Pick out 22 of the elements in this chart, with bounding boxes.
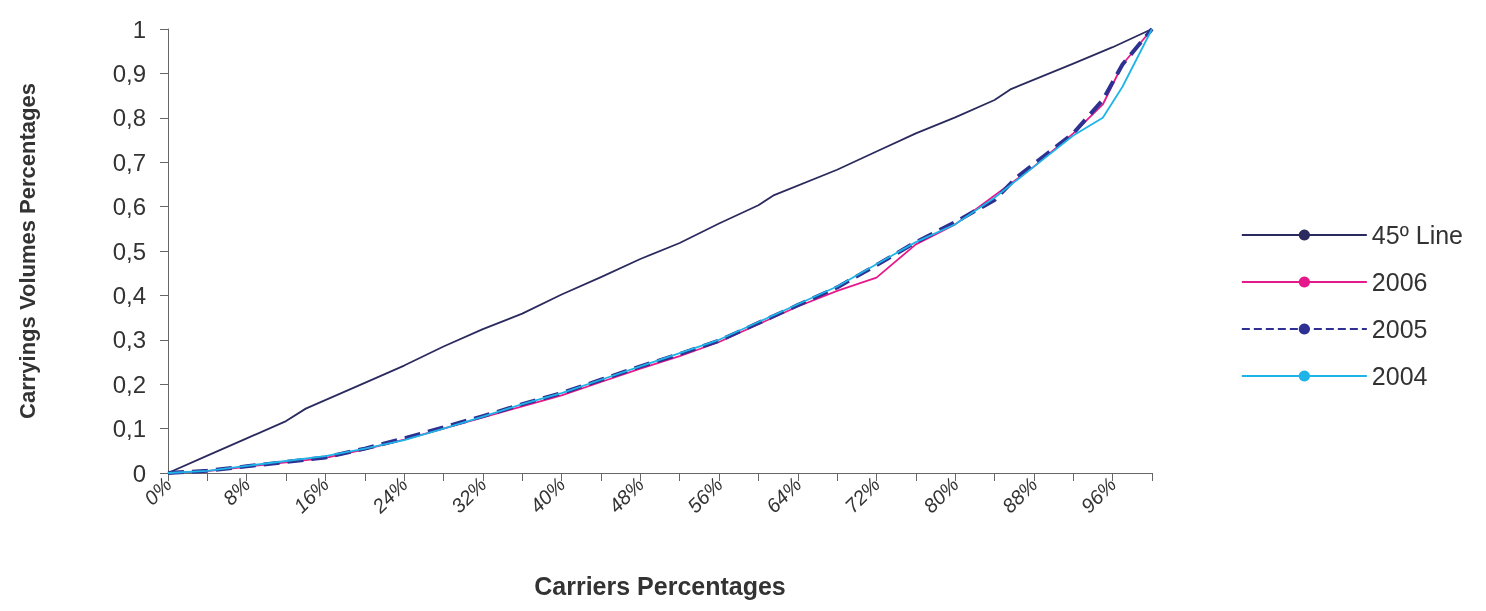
y-tick-label: 0,3: [112, 326, 146, 354]
x-tick-label: 64%: [761, 473, 806, 518]
x-tick-label: 48%: [604, 473, 649, 518]
y-tick-label: 0,7: [112, 148, 146, 176]
y-tick-label: 1: [132, 15, 146, 43]
y-tick-label: 0,5: [112, 237, 146, 265]
y-tick-label: 0: [132, 459, 146, 487]
y-tick-label: 0,9: [112, 59, 146, 87]
legend-label: 2005: [1371, 315, 1428, 343]
y-tick-label: 0,2: [112, 370, 146, 398]
x-tick-label: 8%: [218, 473, 255, 510]
legend-label: 45º Line: [1371, 221, 1464, 249]
y-tick-label: 0,8: [112, 104, 146, 132]
x-tick-label: 40%: [525, 473, 570, 518]
legend-label: 2006: [1371, 268, 1428, 296]
y-tick-label: 0,1: [112, 415, 146, 443]
y-tick-label: 0,4: [112, 281, 146, 309]
x-axis-title: Carriers Percentages: [534, 571, 786, 600]
y-tick-label: 0,6: [112, 193, 146, 221]
legend-label: 2004: [1371, 362, 1428, 390]
x-tick-label: 72%: [840, 473, 885, 518]
y-axis-title: Carryings Volumes Percentages: [14, 83, 40, 419]
